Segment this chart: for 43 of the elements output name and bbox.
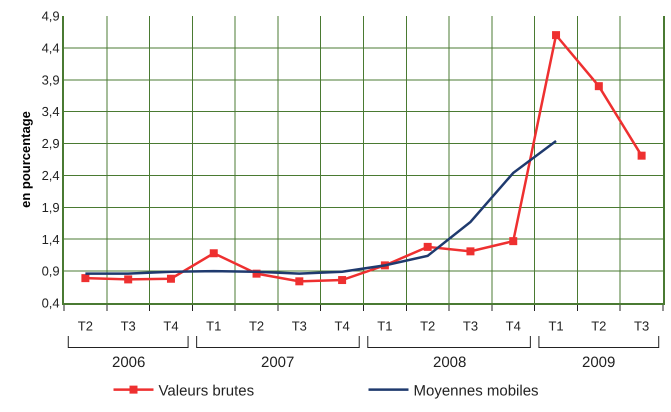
y-tick-label: 2,4 <box>42 168 60 183</box>
x-tick-label: T4 <box>334 318 350 334</box>
point <box>124 275 132 284</box>
point <box>295 277 304 286</box>
point <box>552 31 560 40</box>
x-tick-label: T2 <box>78 318 93 334</box>
x-tick-label: T3 <box>634 318 650 334</box>
point <box>338 276 346 284</box>
text: 2006 <box>112 354 146 371</box>
y-tick-label: 4,4 <box>42 40 60 56</box>
legend-label: Valeurs brutes <box>158 382 254 400</box>
x-tick-label: T1 <box>548 318 564 334</box>
y-tick-label: 0,9 <box>42 264 60 279</box>
point <box>424 242 432 251</box>
x-tick-label: T2 <box>248 318 264 334</box>
point <box>81 274 90 282</box>
point <box>166 274 175 283</box>
point <box>594 82 603 90</box>
legend-label: Moyennes mobiles <box>414 382 539 400</box>
x-tick-label: T3 <box>462 318 478 334</box>
x-tick-label: T1 <box>377 318 392 334</box>
point <box>210 249 218 258</box>
y-tick-label: 3,9 <box>42 72 60 88</box>
y-axis-title: en pourcentage <box>18 111 34 208</box>
y-tick-label: 4,9 <box>42 8 60 24</box>
y-tick-label: 2,9 <box>42 136 60 152</box>
point <box>638 152 646 160</box>
x-tick-label: T2 <box>591 318 606 334</box>
x-tick-label: T3 <box>120 318 136 334</box>
point <box>466 247 474 256</box>
x-tick-label: T1 <box>206 318 222 334</box>
x-tick-label: T4 <box>163 318 179 334</box>
text: 2007 <box>261 354 294 371</box>
y-tick-label: 1,9 <box>42 200 60 215</box>
text: 2009 <box>582 354 616 371</box>
x-tick-label: T2 <box>420 318 436 334</box>
point <box>509 237 518 246</box>
y-tick-label: 0,4 <box>42 296 60 311</box>
y-tick-label: 1,4 <box>42 232 60 247</box>
text: 2008 <box>433 354 466 371</box>
y-tick-label: 3,4 <box>42 104 60 120</box>
x-tick-label: T4 <box>506 318 521 334</box>
x-tick-label: T3 <box>292 318 307 334</box>
